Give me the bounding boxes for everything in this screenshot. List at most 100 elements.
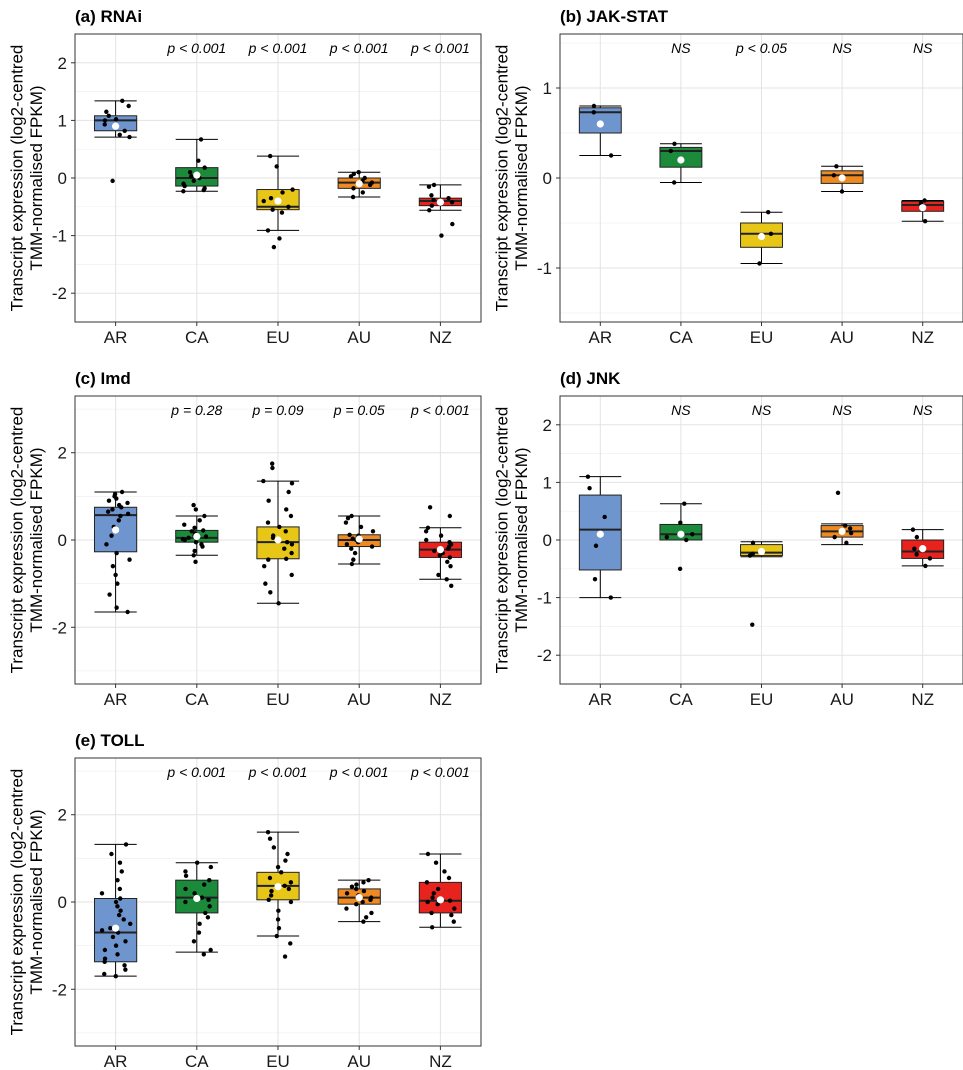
data-point xyxy=(768,231,774,236)
data-point xyxy=(208,947,213,953)
data-point xyxy=(265,228,271,233)
data-point xyxy=(344,891,350,896)
mean-marker xyxy=(677,530,685,538)
x-tick-label: EU xyxy=(750,328,774,347)
data-point xyxy=(282,546,287,551)
data-point xyxy=(289,572,294,578)
data-point xyxy=(115,877,120,883)
data-point xyxy=(350,194,356,200)
y-tick-label: -2 xyxy=(52,618,67,637)
data-point xyxy=(361,919,366,924)
data-point xyxy=(274,164,279,169)
data-point xyxy=(289,481,295,486)
data-point xyxy=(602,514,607,520)
data-point xyxy=(267,836,273,841)
data-point xyxy=(263,581,268,586)
data-point xyxy=(847,526,853,531)
y-tick-label: 2 xyxy=(58,54,67,73)
data-point xyxy=(181,181,186,186)
data-point xyxy=(113,899,119,905)
data-point xyxy=(106,498,112,503)
data-point xyxy=(193,507,199,512)
p-value-label: p < 0.001 xyxy=(248,40,308,56)
data-point xyxy=(276,925,282,931)
data-point xyxy=(183,869,188,874)
mean-marker xyxy=(355,180,363,188)
data-point xyxy=(270,533,276,538)
data-point xyxy=(196,158,201,163)
data-point xyxy=(608,595,613,600)
data-point xyxy=(842,523,848,528)
data-point xyxy=(198,137,204,142)
data-point xyxy=(203,910,208,916)
data-point xyxy=(447,555,453,560)
data-point xyxy=(114,550,119,556)
data-point xyxy=(286,489,291,495)
mean-marker xyxy=(436,896,444,904)
data-point xyxy=(180,536,186,542)
x-tick-label: AR xyxy=(104,328,128,347)
data-point xyxy=(201,882,207,887)
data-point xyxy=(109,851,114,857)
data-point xyxy=(678,520,683,525)
data-point xyxy=(107,592,112,597)
data-point xyxy=(360,190,365,195)
data-point xyxy=(585,474,591,479)
y-axis-label-line: TMM-normalised FPKM) xyxy=(27,809,46,994)
data-point xyxy=(102,947,108,953)
x-tick-label: AR xyxy=(588,328,612,347)
data-point xyxy=(358,524,364,530)
data-point xyxy=(102,122,107,127)
data-point xyxy=(750,551,755,557)
data-point xyxy=(923,563,928,569)
data-point xyxy=(429,925,435,930)
data-point xyxy=(192,548,197,554)
y-tick-label: 0 xyxy=(58,169,67,188)
data-point xyxy=(202,165,207,170)
data-point xyxy=(350,536,355,541)
data-point xyxy=(349,513,354,519)
data-point xyxy=(432,548,437,554)
data-point xyxy=(186,535,191,541)
data-point xyxy=(276,601,281,606)
p-value-label: p < 0.001 xyxy=(248,764,308,780)
p-value-label: p < 0.001 xyxy=(410,402,470,418)
y-tick-label: 2 xyxy=(58,806,67,825)
mean-marker xyxy=(274,197,282,205)
data-point xyxy=(282,883,287,889)
data-point xyxy=(289,542,295,547)
data-point xyxy=(116,502,122,508)
x-tick-label: AU xyxy=(830,690,854,709)
data-point xyxy=(106,113,111,118)
x-tick-label: EU xyxy=(266,328,290,347)
data-point xyxy=(115,904,120,909)
mean-marker xyxy=(274,536,282,544)
x-tick-label: NZ xyxy=(429,690,452,709)
data-point xyxy=(126,103,131,109)
data-point xyxy=(199,542,204,547)
data-point xyxy=(848,530,854,536)
data-point xyxy=(268,195,274,201)
p-value-label: NS xyxy=(832,40,852,56)
data-point xyxy=(99,891,105,896)
data-point xyxy=(268,590,273,595)
data-point xyxy=(354,886,359,892)
panel-5: -2 0 2 AR CA EU AU NZ p < 0.001 p < 0.001 p < 0.00… xyxy=(7,731,482,1070)
y-axis-label: Transcript expression (log2-centredTMM-n… xyxy=(492,407,531,674)
y-tick-label: -2 xyxy=(52,980,67,999)
data-point xyxy=(108,925,113,931)
p-value-label: p < 0.001 xyxy=(166,764,226,780)
data-point xyxy=(104,542,109,547)
data-point xyxy=(118,513,123,519)
data-point xyxy=(115,952,120,957)
y-tick-label: -1 xyxy=(52,227,67,246)
data-point xyxy=(835,490,841,495)
data-point xyxy=(114,605,119,610)
data-point xyxy=(451,919,456,924)
data-point xyxy=(123,939,128,944)
data-point xyxy=(189,529,194,534)
data-point xyxy=(757,261,762,266)
data-point xyxy=(448,563,453,569)
data-point xyxy=(288,941,293,946)
